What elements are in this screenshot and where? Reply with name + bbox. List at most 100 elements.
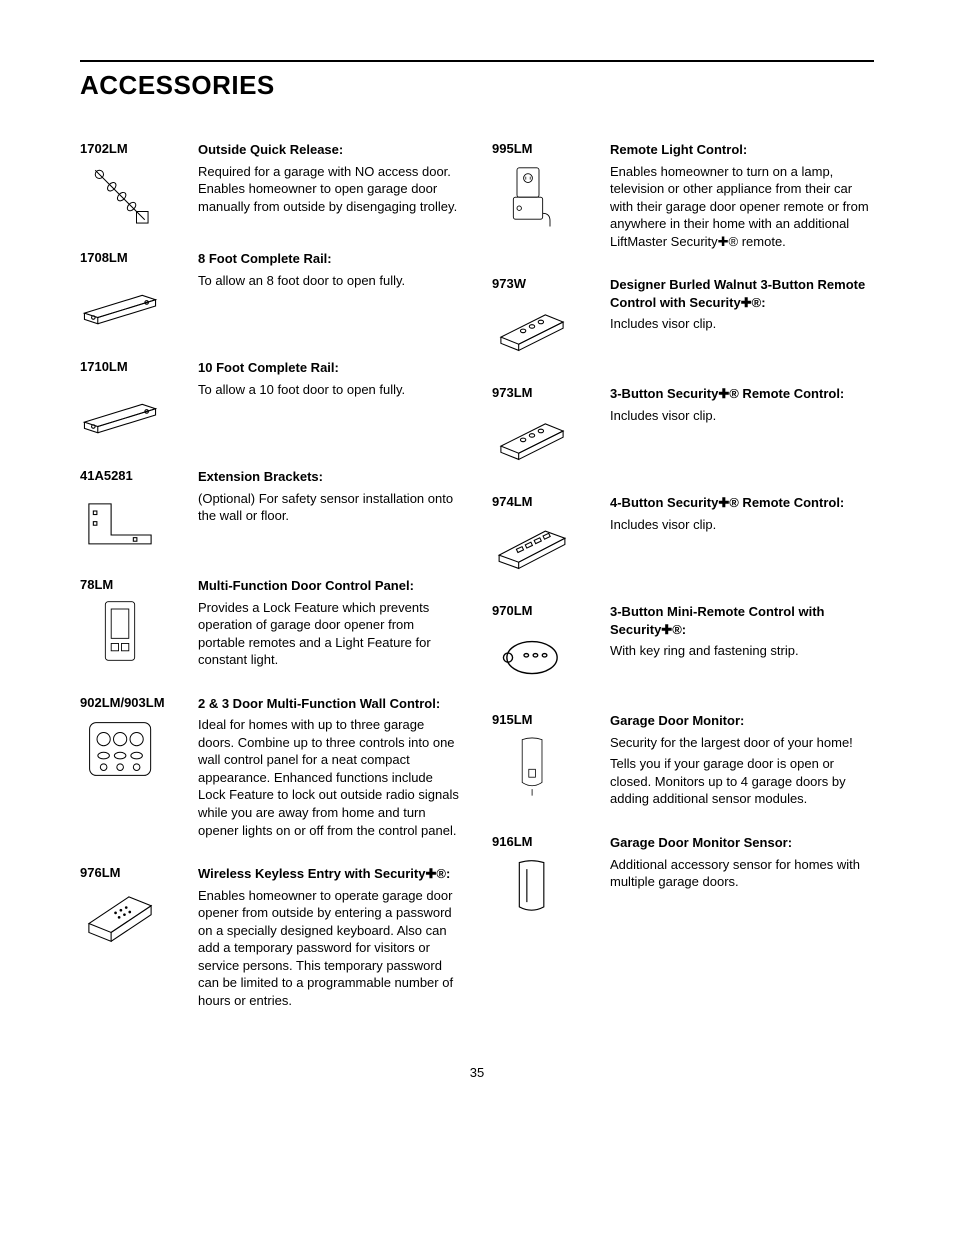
item-name: Outside Quick Release: <box>198 141 462 159</box>
item-info: Remote Light Control: Enables homeowner t… <box>610 141 874 254</box>
item-name: Wireless Keyless Entry with Security✚®: <box>198 865 462 883</box>
item-name: 2 & 3 Door Multi-Function Wall Control: <box>198 695 462 713</box>
item-description: Includes visor clip. <box>610 407 874 425</box>
item-name: 10 Foot Complete Rail: <box>198 359 462 377</box>
accessory-item: 41A5281 Extension Brackets: (Optional) For… <box>80 468 462 555</box>
sku-label: 973W <box>492 276 526 291</box>
accessory-item: 916LM Garage Door Monitor Sensor: Addition… <box>492 834 874 921</box>
accessory-item: 973W Designer Burled Walnut 3-Button Remo… <box>492 276 874 363</box>
accessory-item: 915LM Garage Door Monitor: Security for th… <box>492 712 874 812</box>
item-name: Remote Light Control: <box>610 141 874 159</box>
sku-label: 970LM <box>492 603 532 618</box>
item-info: 2 & 3 Door Multi-Function Wall Control: I… <box>198 695 462 843</box>
accessory-item: 973LM 3-Button Security✚® Remote Control:… <box>492 385 874 472</box>
sku-label: 974LM <box>492 494 532 509</box>
sku-column: 902LM/903LM <box>80 695 198 843</box>
plug-icon <box>492 162 572 228</box>
item-name: 8 Foot Complete Rail: <box>198 250 462 268</box>
item-info: 3-Button Security✚® Remote Control: Inclu… <box>610 385 874 472</box>
accessory-item: 902LM/903LM 2 & 3 Door Multi-Function Wal… <box>80 695 462 843</box>
content-columns: 1702LM Outside Quick Release: Required for… <box>80 141 874 1035</box>
item-description: Required for a garage with NO access doo… <box>198 163 462 216</box>
accessory-item: 1708LM 8 Foot Complete Rail: To allow an 8… <box>80 250 462 337</box>
monitor-icon <box>492 733 572 799</box>
sku-label: 915LM <box>492 712 532 727</box>
sku-column: 78LM <box>80 577 198 673</box>
right-column: 995LM Remote Light Control: Enables homeow… <box>492 141 874 1035</box>
panel-icon <box>80 598 160 664</box>
keyfob-icon <box>492 624 572 690</box>
item-info: 10 Foot Complete Rail:To allow a 10 foot… <box>198 359 462 446</box>
item-description: Additional accessory sensor for homes wi… <box>610 856 874 891</box>
item-description: Security for the largest door of your ho… <box>610 734 874 752</box>
chain-icon <box>80 162 160 228</box>
rail-icon <box>80 271 160 337</box>
accessory-item: 1710LM 10 Foot Complete Rail:To allow a 1… <box>80 359 462 446</box>
sku-label: 995LM <box>492 141 532 156</box>
item-description: Ideal for homes with up to three garage … <box>198 716 462 839</box>
sku-column: 976LM <box>80 865 198 1013</box>
sku-column: 995LM <box>492 141 610 254</box>
item-info: Garage Door Monitor Sensor: Additional ac… <box>610 834 874 921</box>
item-description: To allow an 8 foot door to open fully. <box>198 272 462 290</box>
accessory-item: 974LM 4-Button Security✚® Remote Control:… <box>492 494 874 581</box>
item-name: 3-Button Mini-Remote Control with Securi… <box>610 603 874 638</box>
item-info: 8 Foot Complete Rail: To allow an 8 foot … <box>198 250 462 337</box>
page-number: 35 <box>80 1065 874 1080</box>
item-name: 4-Button Security✚® Remote Control: <box>610 494 874 512</box>
sku-column: 916LM <box>492 834 610 921</box>
sku-label: 902LM/903LM <box>80 695 165 710</box>
item-description: Enables homeowner to turn on a lamp, tel… <box>610 163 874 251</box>
item-info: Multi-Function Door Control Panel: Provid… <box>198 577 462 673</box>
item-info: Extension Brackets: (Optional) For safety… <box>198 468 462 555</box>
item-info: Wireless Keyless Entry with Security✚®: E… <box>198 865 462 1013</box>
item-description: Provides a Lock Feature which prevents o… <box>198 599 462 669</box>
item-description: (Optional) For safety sensor installatio… <box>198 490 462 525</box>
sku-label: 973LM <box>492 385 532 400</box>
accessory-item: 970LM 3-Button Mini-Remote Control with S… <box>492 603 874 690</box>
sku-label: 916LM <box>492 834 532 849</box>
sku-column: 1702LM <box>80 141 198 228</box>
sku-column: 970LM <box>492 603 610 690</box>
title-rule <box>80 60 874 62</box>
sku-column: 915LM <box>492 712 610 812</box>
item-description: With key ring and fastening strip. <box>610 642 874 660</box>
sku-column: 1708LM <box>80 250 198 337</box>
item-name: 3-Button Security✚® Remote Control: <box>610 385 874 403</box>
keypad-icon <box>80 886 160 952</box>
remote3-icon <box>492 297 572 363</box>
item-info: Designer Burled Walnut 3-Button Remote C… <box>610 276 874 363</box>
remote4-icon <box>492 515 572 581</box>
sku-label: 1710LM <box>80 359 128 374</box>
accessory-item: 976LM Wireless Keyless Entry with Securit… <box>80 865 462 1013</box>
sku-column: 1710LM <box>80 359 198 446</box>
item-description: Includes visor clip. <box>610 516 874 534</box>
sku-label: 1702LM <box>80 141 128 156</box>
sku-label: 78LM <box>80 577 113 592</box>
sku-label: 41A5281 <box>80 468 133 483</box>
sku-column: 973W <box>492 276 610 363</box>
rail-icon <box>80 380 160 446</box>
item-name: Garage Door Monitor Sensor: <box>610 834 874 852</box>
item-name: Designer Burled Walnut 3-Button Remote C… <box>610 276 874 311</box>
item-info: Outside Quick Release: Required for a gar… <box>198 141 462 228</box>
sku-column: 973LM <box>492 385 610 472</box>
item-description: Enables homeowner to operate garage door… <box>198 887 462 1010</box>
accessory-item: 995LM Remote Light Control: Enables homeow… <box>492 141 874 254</box>
item-name: Garage Door Monitor: <box>610 712 874 730</box>
accessory-item: 78LM Multi-Function Door Control Panel: Pr… <box>80 577 462 673</box>
sku-label: 1708LM <box>80 250 128 265</box>
sku-label: 976LM <box>80 865 120 880</box>
item-description: Includes visor clip. <box>610 315 874 333</box>
accessory-item: 1702LM Outside Quick Release: Required for… <box>80 141 462 228</box>
remote3-icon <box>492 406 572 472</box>
left-column: 1702LM Outside Quick Release: Required for… <box>80 141 462 1035</box>
multipanel-icon <box>80 716 160 782</box>
sensor-icon <box>492 855 572 921</box>
item-description-2: Tells you if your garage door is open or… <box>610 755 874 808</box>
item-info: Garage Door Monitor: Security for the lar… <box>610 712 874 812</box>
sku-column: 41A5281 <box>80 468 198 555</box>
item-name: Multi-Function Door Control Panel: <box>198 577 462 595</box>
item-name: Extension Brackets: <box>198 468 462 486</box>
page-title: ACCESSORIES <box>80 70 874 101</box>
